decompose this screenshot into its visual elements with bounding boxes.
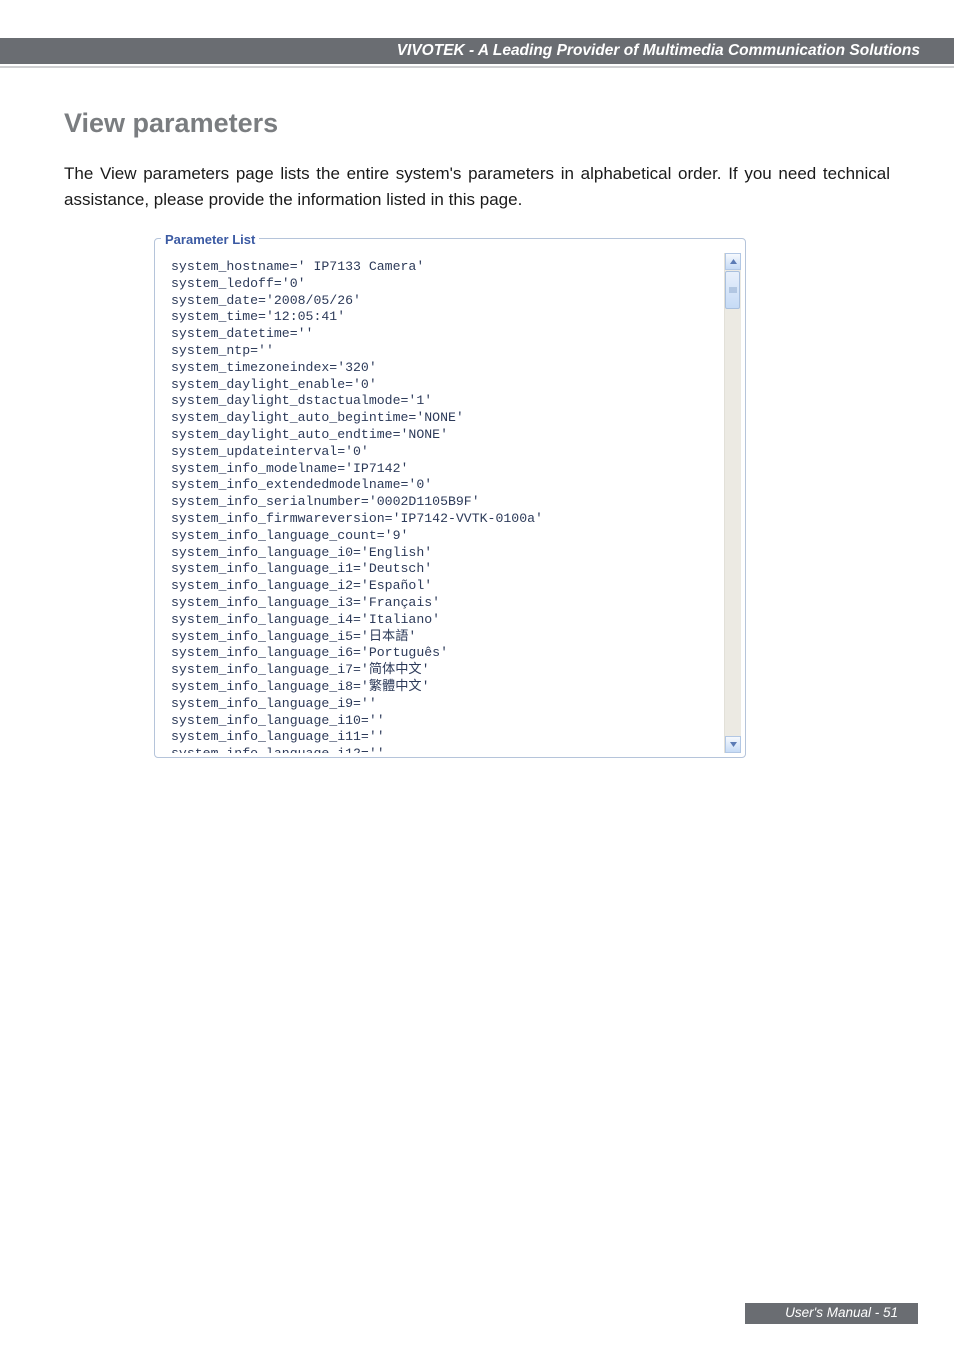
parameter-area: system_hostname=' IP7133 Camera' system_… <box>161 253 741 753</box>
fieldset-legend: Parameter List <box>161 232 259 247</box>
section-description: The View parameters page lists the entir… <box>64 161 890 212</box>
header-title: VIVOTEK - A Leading Provider of Multimed… <box>397 42 920 59</box>
parameter-text[interactable]: system_hostname=' IP7133 Camera' system_… <box>161 253 724 753</box>
footer-page-label: User's Manual - 51 <box>745 1303 918 1324</box>
content-area: View parameters The View parameters page… <box>64 108 890 758</box>
parameter-fieldset: Parameter List system_hostname=' IP7133 … <box>154 238 746 758</box>
header-band: VIVOTEK - A Leading Provider of Multimed… <box>0 38 954 68</box>
scrollbar[interactable] <box>724 253 741 753</box>
scroll-up-button[interactable] <box>725 253 741 270</box>
chevron-up-icon <box>729 257 738 266</box>
scrollbar-grip-icon <box>729 287 737 294</box>
scroll-down-button[interactable] <box>725 736 741 753</box>
header-title-row: VIVOTEK - A Leading Provider of Multimed… <box>0 38 954 64</box>
parameter-list-panel: Parameter List system_hostname=' IP7133 … <box>154 238 746 758</box>
header-divider <box>0 66 954 68</box>
section-heading: View parameters <box>64 108 890 139</box>
scrollbar-thumb[interactable] <box>725 271 740 309</box>
chevron-down-icon <box>729 740 738 749</box>
